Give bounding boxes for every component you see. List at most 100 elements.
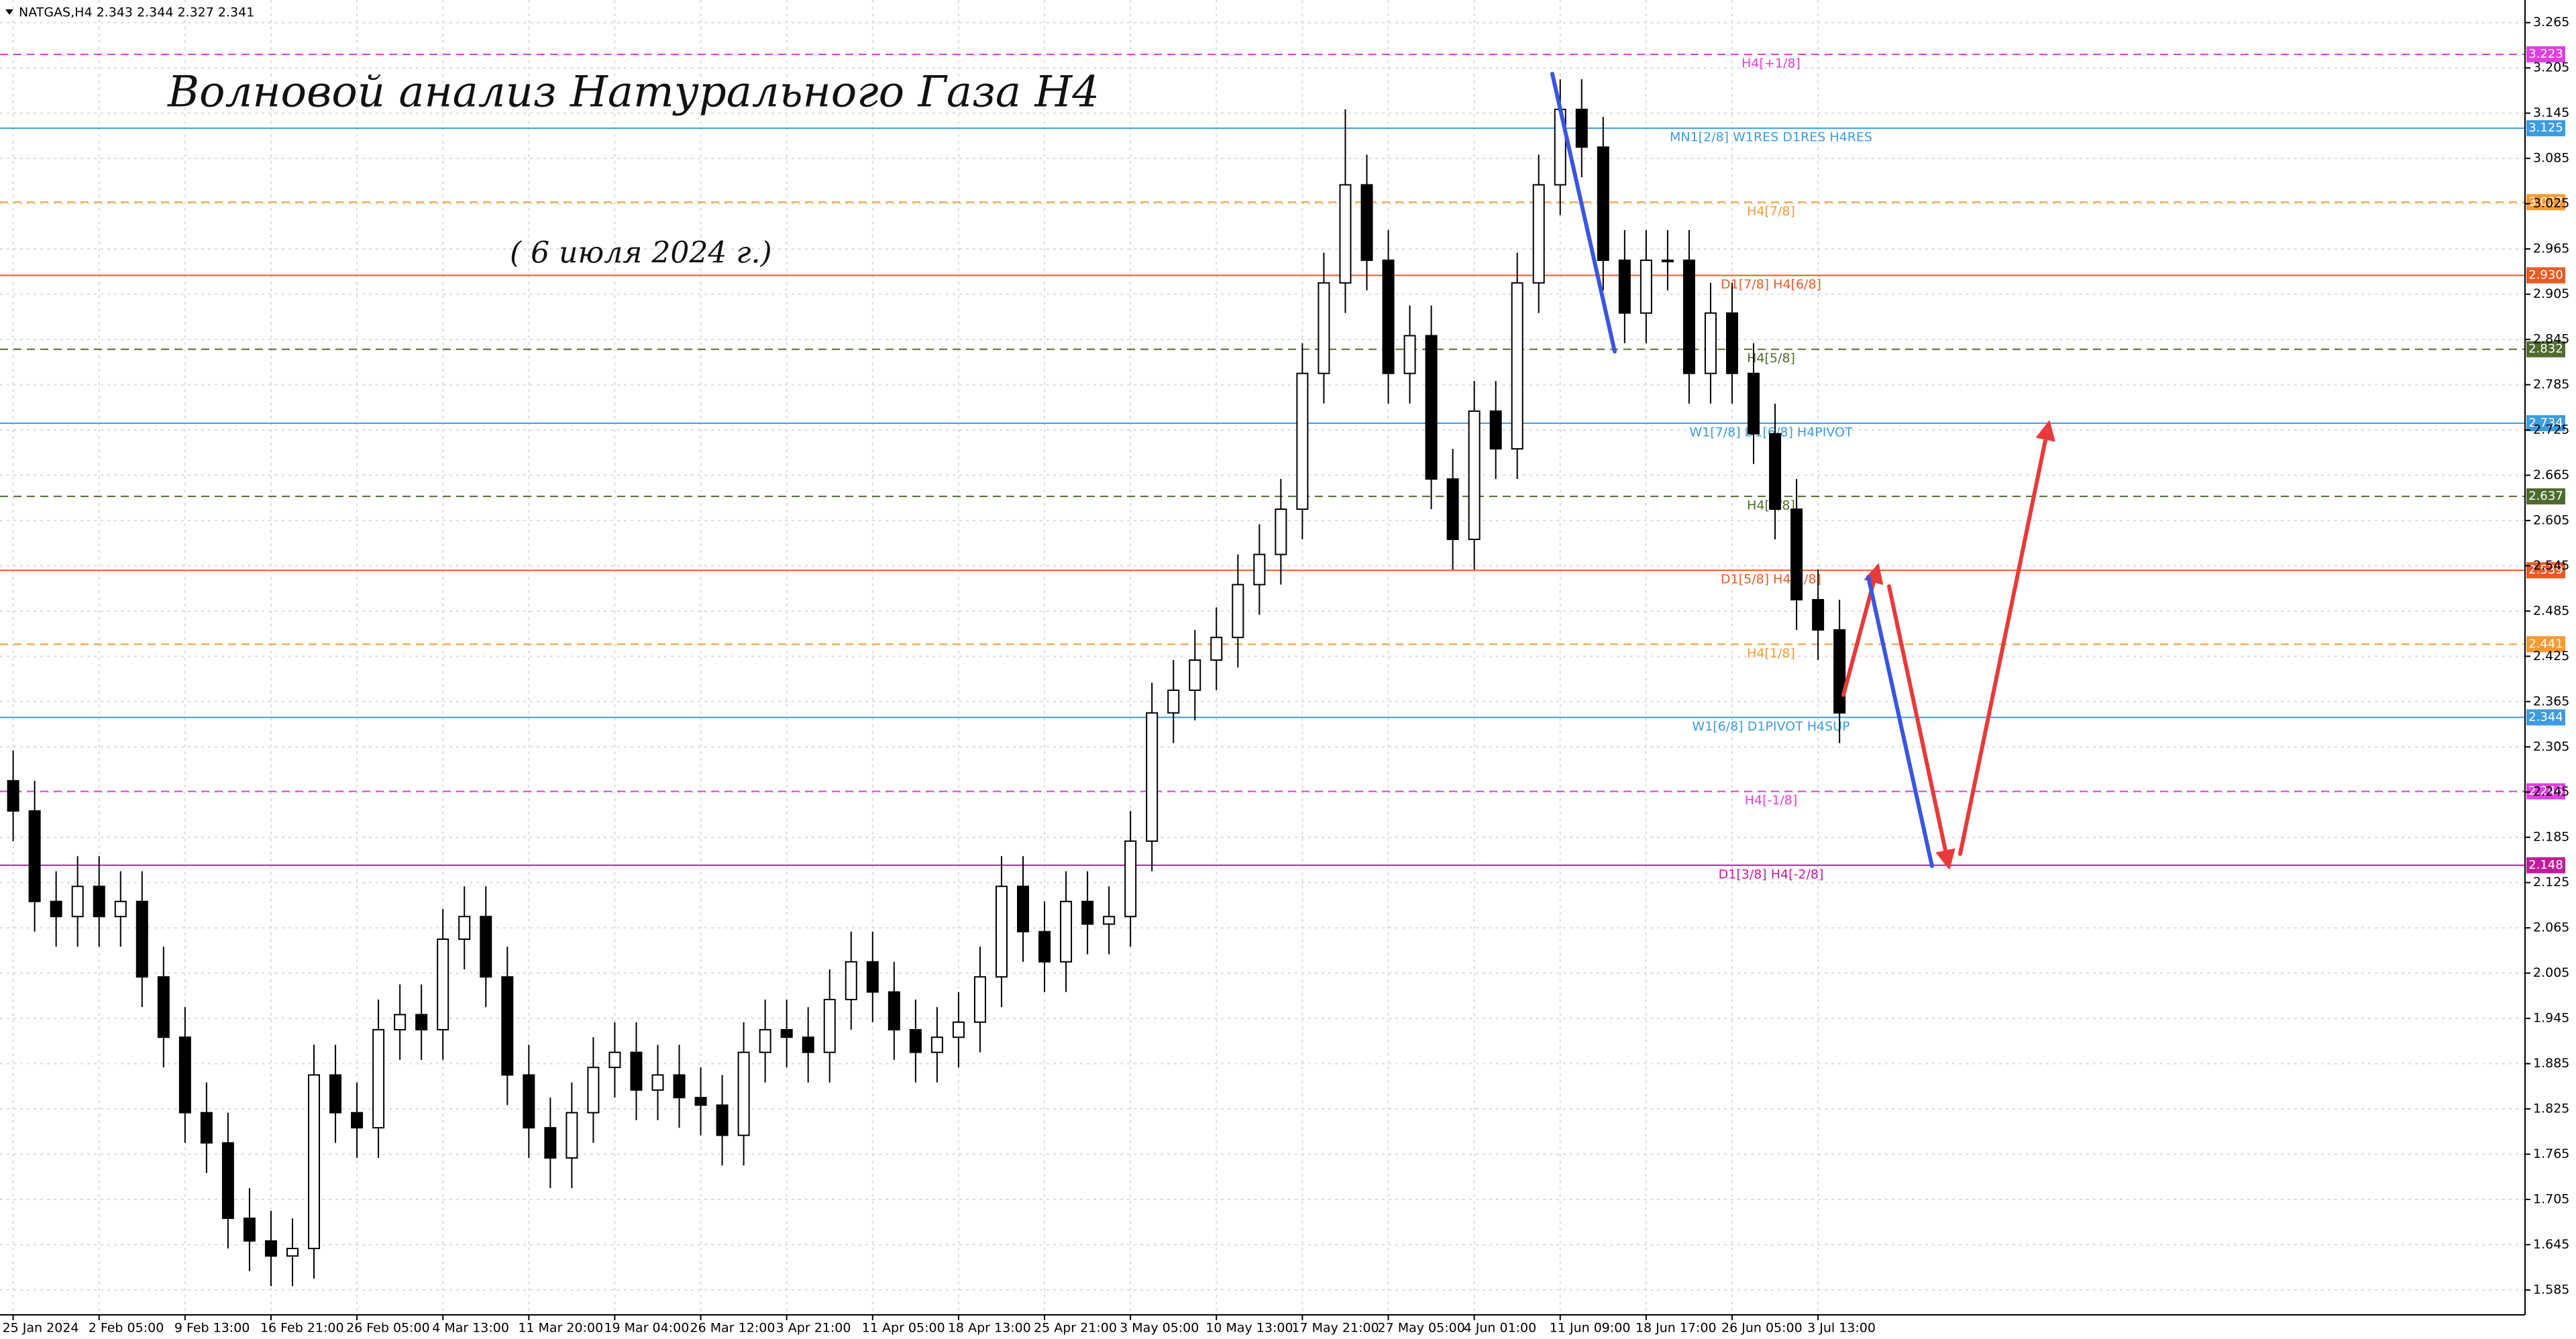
candle-body <box>286 1248 299 1257</box>
header: NATGAS,H4 2.343 2.344 2.327 2.341 <box>19 5 254 20</box>
y-tick-label: 2.425 <box>2533 649 2569 663</box>
candle-body <box>1103 916 1116 925</box>
x-tick-label: 11 Apr 05:00 <box>862 1321 945 1336</box>
y-tick-label: 2.725 <box>2533 422 2569 437</box>
candle-body <box>1038 930 1051 963</box>
candle-body <box>7 780 19 812</box>
x-tick-label: 3 Apr 21:00 <box>776 1321 851 1336</box>
grid <box>0 0 2525 1315</box>
price-badge <box>2526 488 2565 504</box>
price-badge-label: 2.832 <box>2528 342 2563 356</box>
price-badge <box>2526 194 2565 211</box>
price-badge-label: 2.539 <box>2528 563 2563 577</box>
candle-body <box>930 1036 943 1053</box>
menu-icon <box>5 9 13 15</box>
price-badge-label: 2.734 <box>2528 416 2563 430</box>
candle-body <box>1060 900 1073 963</box>
candle-body <box>221 1142 234 1220</box>
level-name: H4[5/8] <box>1747 351 1795 366</box>
candle-body <box>1468 410 1481 541</box>
level-name: H4[1/8] <box>1747 646 1795 661</box>
price-badge <box>2526 857 2565 873</box>
candle-body <box>845 961 857 1000</box>
candle-body <box>1189 659 1201 691</box>
candle-body <box>523 1074 535 1129</box>
price-badge <box>2526 267 2565 284</box>
candle-body <box>909 1028 922 1053</box>
y-tick-label: 2.845 <box>2533 332 2569 347</box>
candle-body <box>93 886 105 918</box>
x-tick-label: 3 May 05:00 <box>1120 1321 1199 1336</box>
candle-body <box>1769 433 1782 511</box>
candle-body <box>329 1074 342 1114</box>
y-tick-label: 2.305 <box>2533 739 2569 754</box>
x-tick-label: 26 Mar 12:00 <box>690 1321 775 1336</box>
wave-arrow <box>1887 584 1955 870</box>
candle-body <box>651 1074 664 1091</box>
candle-body <box>630 1051 643 1091</box>
candle-body <box>114 900 127 918</box>
y-tick-label: 3.265 <box>2533 15 2569 30</box>
price-badge-label: 2.246 <box>2528 784 2563 798</box>
levels: H4[+1/8] 3.223 MN1[2/8] W1RES D1RES H4RES 3… <box>0 46 2565 881</box>
candle-body <box>264 1240 277 1257</box>
candle-body <box>608 1051 621 1069</box>
candle-body <box>1275 508 1287 555</box>
x-tick-label: 11 Mar 20:00 <box>518 1321 603 1336</box>
x-tick-label: 11 Jun 09:00 <box>1550 1321 1631 1336</box>
candle-body <box>716 1104 729 1136</box>
chart-title: Волновой анализ Натурального Газа H4 <box>167 68 1099 117</box>
candle-body <box>973 976 986 1023</box>
wave-arrow <box>1958 420 2055 856</box>
candle-body <box>1748 372 1760 435</box>
x-tick-label: 17 May 21:00 <box>1291 1321 1379 1336</box>
candle-body <box>71 886 84 918</box>
level-name: H4[+1/8] <box>1741 56 1801 70</box>
price-badge-label: 2.344 <box>2528 710 2563 724</box>
price-badge <box>2526 709 2565 726</box>
candle-body <box>50 900 62 918</box>
y-tick-label: 2.905 <box>2533 286 2569 301</box>
candle-body <box>372 1028 385 1129</box>
price-badge <box>2526 783 2565 800</box>
price-badge <box>2526 120 2565 137</box>
candle-body <box>1489 410 1502 450</box>
y-tick-label: 1.765 <box>2533 1146 2569 1161</box>
candle-body <box>737 1051 750 1136</box>
y-tick-label: 1.705 <box>2533 1191 2569 1206</box>
candle-body <box>480 916 492 978</box>
candle-body <box>1296 372 1309 511</box>
wave-line <box>1866 575 1934 868</box>
candle-body <box>1253 553 1266 586</box>
candle-body <box>1618 259 1631 314</box>
y-tick-label: 1.585 <box>2533 1282 2569 1297</box>
price-badge <box>2526 46 2565 62</box>
candle-body <box>1360 184 1373 261</box>
x-tick-label: 27 May 05:00 <box>1378 1321 1465 1336</box>
y-tick-label: 1.825 <box>2533 1102 2569 1116</box>
candle-body <box>823 998 836 1053</box>
level-name: D1[7/8] H4[6/8] <box>1721 277 1821 292</box>
candle-body <box>995 886 1008 978</box>
y-tick-label: 3.085 <box>2533 151 2569 166</box>
candle-body <box>200 1112 213 1144</box>
price-badge <box>2526 415 2565 431</box>
price-badge-label: 2.637 <box>2528 489 2563 503</box>
x-tick-label: 26 Jun 05:00 <box>1721 1321 1803 1336</box>
candle-body <box>351 1112 364 1129</box>
candle-body <box>587 1067 600 1114</box>
candle-body <box>1232 584 1244 639</box>
x-tick-label: 25 Apr 21:00 <box>1034 1321 1117 1336</box>
candle-body <box>673 1074 686 1099</box>
candle-body <box>866 961 879 993</box>
price-badge-label: 3.125 <box>2528 121 2563 135</box>
candle-body <box>415 1014 428 1030</box>
candle-body <box>1812 598 1825 631</box>
candle-body <box>394 1014 407 1030</box>
price-badge <box>2526 562 2565 579</box>
x-tick-label: 4 Mar 13:00 <box>432 1321 509 1336</box>
x-tick-label: 18 Jun 17:00 <box>1635 1321 1717 1336</box>
candle-body <box>759 1028 771 1053</box>
y-tick-label: 2.065 <box>2533 920 2569 935</box>
